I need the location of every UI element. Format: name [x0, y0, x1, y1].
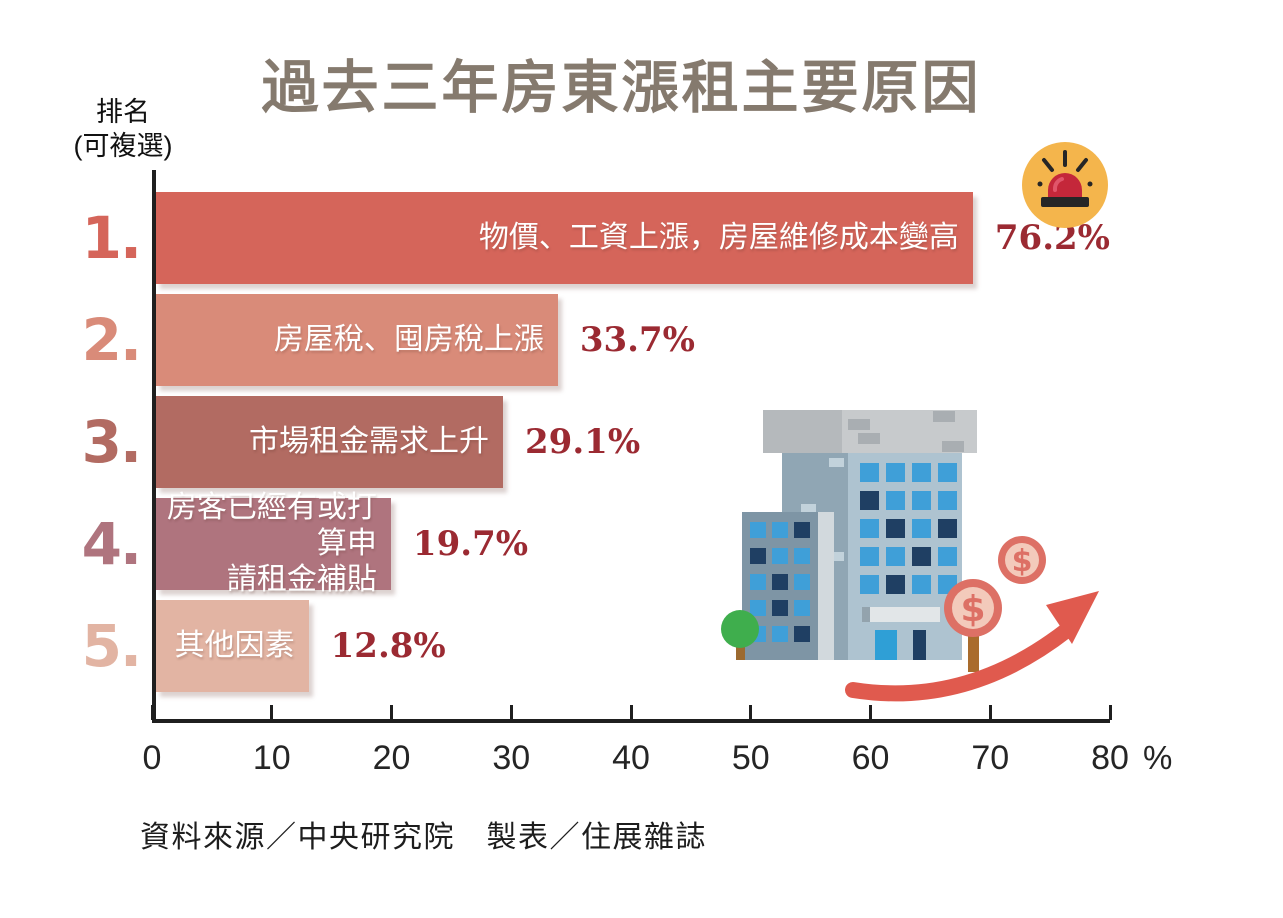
bar-1: 物價、工資上漲，房屋維修成本變高: [156, 192, 973, 284]
tick-label: 10: [252, 739, 291, 777]
rank-label-4: 4.: [81, 510, 142, 578]
tick-mark: [150, 705, 154, 720]
tick-label: 20: [372, 739, 411, 777]
bar-row-3: 3. 市場租金需求上升 29.1%: [82, 396, 1110, 488]
svg-text:$: $: [1012, 544, 1033, 579]
x-axis-unit: %: [1143, 739, 1173, 776]
tick-label: 30: [492, 739, 531, 777]
siren-icon: [1022, 142, 1108, 228]
rank-label-3: 3.: [81, 408, 142, 476]
tick-label: 0: [142, 739, 162, 777]
tick-mark: [1108, 705, 1112, 720]
tick-mark: [869, 705, 872, 720]
bar-label-3: 市場租金需求上升: [249, 425, 490, 458]
tick-mark: [988, 705, 992, 720]
tick-label: 80: [1091, 739, 1129, 777]
bar-3: 市場租金需求上升: [156, 396, 504, 488]
tick-label: 50: [731, 739, 770, 777]
value-label-3: 29.1%: [525, 422, 641, 462]
plot-area: 1. 物價、工資上漲，房屋維修成本變高 76.2% 2. 房屋稅、囤房稅上漲 3…: [82, 170, 1110, 723]
building-icon: [742, 410, 977, 660]
tick-mark: [509, 705, 513, 720]
bar-row-1: 1. 物價、工資上漲，房屋維修成本變高 76.2%: [82, 192, 1110, 284]
bar-row-4: 4. 房客已經有或打算申 請租金補貼 19.7%: [82, 491, 1110, 596]
tick-label: 70: [971, 739, 1010, 777]
dollar-coin-icon: $ $: [944, 536, 1046, 672]
bar-label-1: 物價、工資上漲，房屋維修成本變高: [478, 221, 959, 254]
tick-label: 40: [612, 739, 650, 777]
bar-row-2: 2. 房屋稅、囤房稅上漲 33.7%: [82, 294, 1110, 386]
page-title: 過去三年房東漲租主要原因: [261, 54, 982, 121]
rank-label-2: 2.: [81, 306, 142, 374]
value-label-5: 12.8%: [330, 626, 446, 666]
bar-4: 房客已經有或打算申 請租金補貼: [156, 491, 391, 596]
y-axis-caption: 排名 (可複選): [58, 96, 188, 164]
bar-2: 房屋稅、囤房稅上漲: [156, 294, 558, 386]
tick-mark: [270, 705, 274, 720]
rank-label-1: 1.: [81, 204, 142, 272]
y-axis-caption-line1: 排名: [96, 97, 150, 127]
growth-arrow-icon: [845, 591, 1099, 702]
bar-5: 其他因素: [156, 600, 309, 692]
tree-icon: [721, 610, 759, 660]
y-axis-caption-line2: (可複選): [73, 130, 173, 161]
bar-label-2: 房屋稅、囤房稅上漲: [273, 323, 544, 356]
tick-label: 60: [851, 739, 890, 777]
bar-row-5: 5. 其他因素 12.8%: [82, 600, 1110, 692]
rank-label-5: 5.: [81, 612, 142, 680]
value-label-2: 33.7%: [579, 320, 695, 360]
source-note: 資料來源／中央研究院 製表／住展雜誌: [140, 821, 707, 854]
bar-label-5: 其他因素: [174, 629, 295, 662]
bar-label-4: 房客已經有或打算申 請租金補貼: [166, 491, 377, 596]
svg-text:$: $: [960, 589, 985, 630]
buildings-coins-illustration: $ $: [721, 410, 1099, 702]
tick-mark: [629, 705, 633, 720]
value-label-4: 19.7%: [412, 524, 529, 564]
tick-mark: [390, 705, 393, 720]
tick-mark: [749, 705, 753, 720]
